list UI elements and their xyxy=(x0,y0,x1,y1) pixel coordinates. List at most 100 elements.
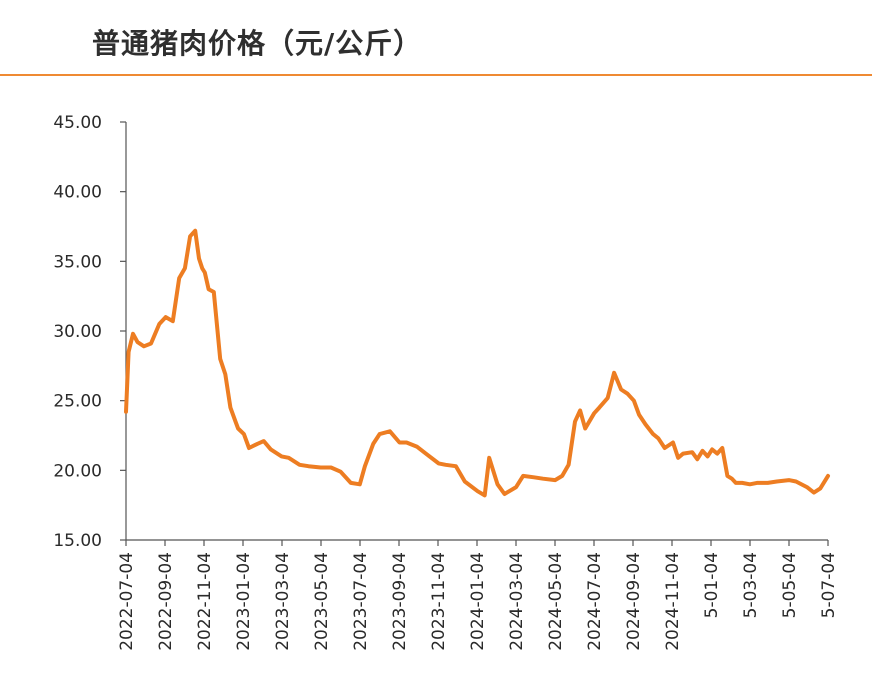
data-point xyxy=(358,483,361,486)
data-point xyxy=(378,433,381,436)
data-point xyxy=(339,470,342,473)
data-point xyxy=(598,406,601,409)
data-point xyxy=(613,371,616,374)
data-point xyxy=(242,433,245,436)
data-point xyxy=(787,479,790,482)
data-point xyxy=(488,456,491,459)
data-point xyxy=(819,487,822,490)
title-divider xyxy=(0,74,872,76)
chart-axes xyxy=(125,122,828,541)
data-point xyxy=(503,493,506,496)
x-tick-label: 5-07-04 xyxy=(819,552,839,618)
data-point xyxy=(405,441,408,444)
x-tick-label: 2023-09-04 xyxy=(390,552,410,651)
y-tick-label: 25.00 xyxy=(53,392,102,412)
data-point xyxy=(280,455,283,458)
data-point xyxy=(237,427,240,430)
data-point xyxy=(330,466,333,469)
data-point xyxy=(730,477,733,480)
data-point xyxy=(142,345,145,348)
x-tick-label: 2022-07-04 xyxy=(117,552,137,651)
data-point xyxy=(212,291,215,294)
data-point xyxy=(701,449,704,452)
data-point xyxy=(726,474,729,477)
x-tick-label: 2022-09-04 xyxy=(156,552,176,651)
y-tick-label: 35.00 xyxy=(53,252,102,272)
data-point xyxy=(652,433,655,436)
data-point xyxy=(638,413,641,416)
data-point xyxy=(522,474,525,477)
data-point xyxy=(554,479,557,482)
data-point xyxy=(632,399,635,402)
data-point xyxy=(483,494,486,497)
data-point xyxy=(164,316,167,319)
data-point xyxy=(437,462,440,465)
data-point xyxy=(248,447,251,450)
y-tick-label: 20.00 xyxy=(53,461,102,481)
data-point xyxy=(132,332,135,335)
x-tick-label: 2024-09-04 xyxy=(624,552,644,651)
x-tick-label: 2024-11-04 xyxy=(663,552,683,651)
data-point xyxy=(203,271,206,274)
data-point xyxy=(171,320,174,323)
data-point xyxy=(372,442,375,445)
data-point xyxy=(682,452,685,455)
data-point xyxy=(194,229,197,232)
data-point xyxy=(579,409,582,412)
data-point xyxy=(626,392,629,395)
data-point xyxy=(189,235,192,238)
data-point xyxy=(533,476,536,479)
data-point xyxy=(496,483,499,486)
data-point xyxy=(711,448,714,451)
data-point xyxy=(657,437,660,440)
x-tick-label: 2023-01-04 xyxy=(234,552,254,651)
data-point xyxy=(584,427,587,430)
data-point xyxy=(229,406,232,409)
data-point xyxy=(256,442,259,445)
x-tick-label: 5-01-04 xyxy=(702,552,722,618)
series-group xyxy=(124,228,830,498)
data-point xyxy=(721,447,724,450)
data-point xyxy=(298,463,301,466)
data-point xyxy=(827,474,830,477)
x-tick-label: 2022-11-04 xyxy=(195,552,215,651)
y-tick-label: 30.00 xyxy=(53,322,102,342)
data-point xyxy=(388,430,391,433)
data-point xyxy=(561,474,564,477)
data-point xyxy=(224,373,227,376)
x-tick-label: 5-05-04 xyxy=(780,552,800,618)
data-point xyxy=(198,257,201,260)
data-point xyxy=(307,465,310,468)
y-tick-label: 40.00 xyxy=(53,183,102,203)
data-point xyxy=(741,481,744,484)
data-point xyxy=(748,483,751,486)
data-point xyxy=(677,456,680,459)
data-point xyxy=(150,342,153,345)
chart-title: 普通猪肉价格（元/公斤） xyxy=(92,27,423,60)
data-point xyxy=(415,445,418,448)
data-point xyxy=(319,466,322,469)
data-point xyxy=(183,267,186,270)
data-point xyxy=(696,458,699,461)
data-point xyxy=(775,480,778,483)
data-point xyxy=(398,441,401,444)
data-point xyxy=(812,491,815,494)
data-point xyxy=(207,288,210,291)
data-point xyxy=(158,323,161,326)
data-point xyxy=(755,481,758,484)
x-tick-label: 5-03-04 xyxy=(741,552,761,618)
data-point xyxy=(805,486,808,489)
data-point xyxy=(424,452,427,455)
data-point xyxy=(219,357,222,360)
y-tick-label: 15.00 xyxy=(53,531,102,551)
data-point xyxy=(542,477,545,480)
data-point xyxy=(644,423,647,426)
data-point xyxy=(463,480,466,483)
x-axis-ticks: 2022-07-04 2022-09-04 2022-11-04 2023-01-04… xyxy=(117,540,839,651)
data-point xyxy=(349,481,352,484)
x-tick-label: 2024-01-04 xyxy=(468,552,488,651)
data-point xyxy=(125,410,128,413)
data-point xyxy=(716,452,719,455)
data-point xyxy=(606,396,609,399)
data-point xyxy=(515,486,518,489)
